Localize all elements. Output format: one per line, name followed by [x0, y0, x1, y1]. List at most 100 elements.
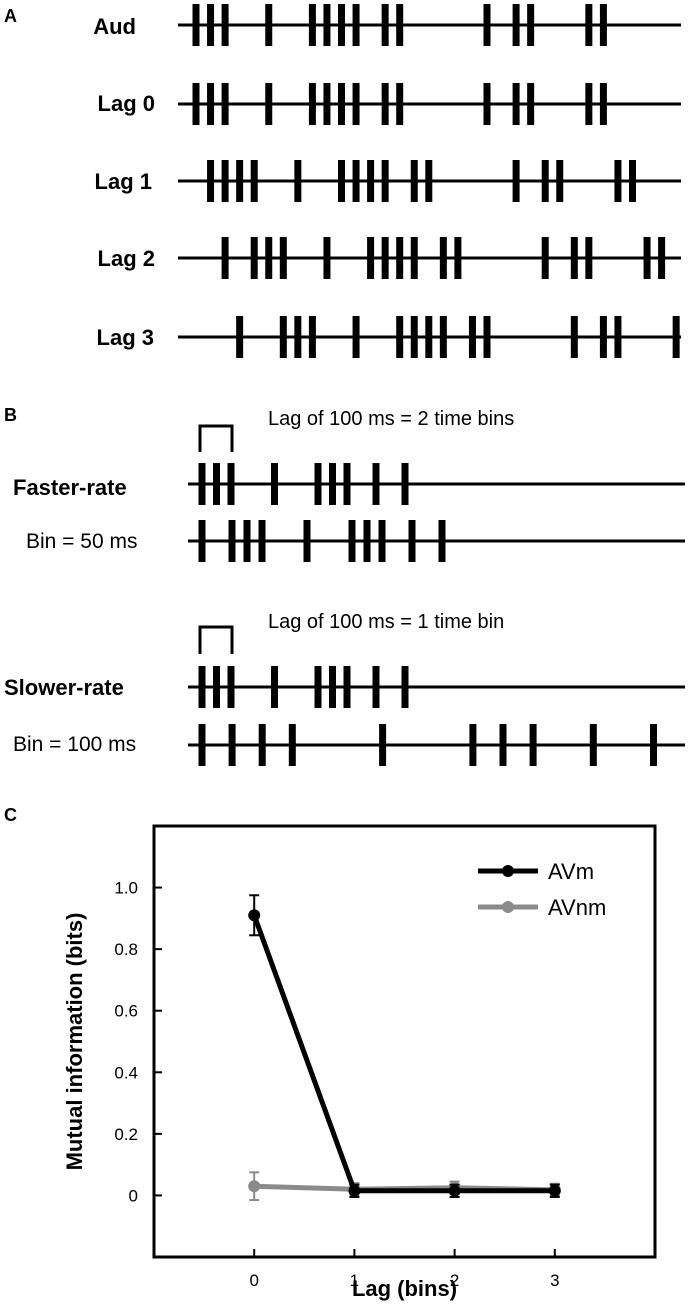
data-point — [248, 909, 261, 922]
row-1-spike — [599, 83, 607, 125]
row-2-spike — [294, 160, 302, 202]
row-label-lag2: Lag 2 — [97, 246, 155, 271]
row-2-spike — [250, 160, 258, 202]
row-3-spike — [585, 237, 593, 279]
row-2-spike — [367, 160, 375, 202]
row-2-spike — [352, 160, 360, 202]
row-1-spike — [527, 83, 535, 125]
row-3-spike — [570, 237, 578, 279]
slower-rate-raster-spike — [329, 666, 336, 708]
row-1-spike — [323, 83, 331, 125]
row-4-spike — [599, 316, 607, 358]
slower-rate-raster-spike — [271, 666, 278, 708]
row-1-spike — [192, 83, 200, 125]
row-3-spike — [250, 237, 258, 279]
x-tick-label: 2 — [450, 1271, 459, 1290]
faster-bin-raster-spike — [378, 520, 386, 562]
y-tick-label: 1.0 — [114, 879, 138, 898]
slower-rate-raster-spike — [227, 666, 235, 708]
row-label-aud: Aud — [93, 14, 136, 39]
legend-marker — [502, 901, 514, 913]
y-tick-label: 0.8 — [114, 940, 138, 959]
faster-rate-raster-spike — [271, 463, 278, 505]
faster-rate-label: Faster-rate — [13, 475, 127, 500]
slower-bin-raster-spike — [650, 724, 657, 766]
row-1-spike — [265, 83, 273, 125]
row-0-spike — [323, 4, 331, 46]
faster-bin-raster-spike — [258, 520, 266, 562]
row-2-spike — [541, 160, 549, 202]
y-tick-label: 0 — [129, 1186, 138, 1205]
faster-lag-caption: Lag of 100 ms = 2 time bins — [268, 408, 515, 430]
row-3-spike — [541, 237, 549, 279]
row-0-spike — [308, 4, 316, 46]
slower-lag-caption: Lag of 100 ms = 1 time bin — [268, 611, 505, 633]
data-point — [348, 1184, 361, 1197]
slower-bin-label: Bin = 100 ms — [13, 733, 137, 756]
row-4-spike — [439, 316, 447, 358]
row-1-spike — [512, 83, 520, 125]
row-1-spike — [483, 83, 491, 125]
row-2-spike — [614, 160, 622, 202]
slower-bin-raster-spike — [228, 724, 236, 766]
row-1-spike — [352, 83, 360, 125]
x-tick-label: 3 — [550, 1271, 559, 1290]
row-4-spike — [672, 316, 680, 358]
row-2-spike — [381, 160, 389, 202]
row-2-spike — [629, 160, 636, 202]
y-tick-label: 0.6 — [114, 1002, 138, 1021]
slower-rate-label: Slower-rate — [4, 675, 124, 700]
row-0-spike — [512, 4, 520, 46]
faster-bin-raster-spike — [363, 520, 371, 562]
faster-rate-raster-spike — [227, 463, 235, 505]
row-4-spike — [483, 316, 491, 358]
row-0-spike — [338, 4, 345, 46]
panel-a-label: A — [4, 6, 17, 26]
row-4-spike — [279, 316, 287, 358]
row-3-spike — [367, 237, 375, 279]
row-label-lag0: Lag 0 — [97, 91, 155, 116]
row-4-spike — [570, 316, 578, 358]
slower-bin-raster-spike — [379, 724, 387, 766]
row-2-spike — [512, 160, 520, 202]
row-0-spike — [221, 4, 229, 46]
slower-rate-raster-spike — [198, 666, 206, 708]
row-0-spike — [585, 4, 593, 46]
y-axis-title: Mutual information (bits) — [62, 913, 87, 1171]
row-2-spike — [425, 160, 433, 202]
row-0-spike — [192, 4, 200, 46]
row-0-spike — [381, 4, 389, 46]
row-0-spike — [483, 4, 491, 46]
row-2-spike — [221, 160, 229, 202]
row-3-spike — [265, 237, 273, 279]
slower-bin-raster-spike — [258, 724, 266, 766]
faster-rate-raster-spike — [314, 463, 322, 505]
slower-rate-raster-spike — [343, 666, 351, 708]
row-3-spike — [439, 237, 447, 279]
row-3-spike — [643, 237, 651, 279]
row-3-spike — [454, 237, 462, 279]
row-3-spike — [658, 237, 666, 279]
row-2-spike — [207, 160, 215, 202]
faster-bin-raster-spike — [303, 520, 311, 562]
row-1-spike — [381, 83, 389, 125]
row-4-spike — [236, 316, 244, 358]
series-line-AVm — [251, 914, 555, 1194]
row-1-spike — [207, 83, 215, 125]
slower-rate-raster-spike — [213, 666, 220, 708]
faster-rate-raster-spike — [198, 463, 206, 505]
row-3-spike — [221, 237, 229, 279]
row-0-spike — [265, 4, 273, 46]
row-3-spike — [410, 237, 418, 279]
row-0-spike — [527, 4, 535, 46]
row-3-spike — [279, 237, 287, 279]
data-point — [248, 1180, 261, 1193]
faster-bin-raster-spike — [243, 520, 251, 562]
row-2-spike — [556, 160, 564, 202]
row-4-spike — [396, 316, 404, 358]
data-point — [448, 1184, 461, 1197]
faster-rate-raster-spike — [343, 463, 351, 505]
row-4-spike — [352, 316, 360, 358]
x-axis-title: Lag (bins) — [352, 1276, 457, 1301]
faster-rate-raster-spike — [401, 463, 409, 505]
